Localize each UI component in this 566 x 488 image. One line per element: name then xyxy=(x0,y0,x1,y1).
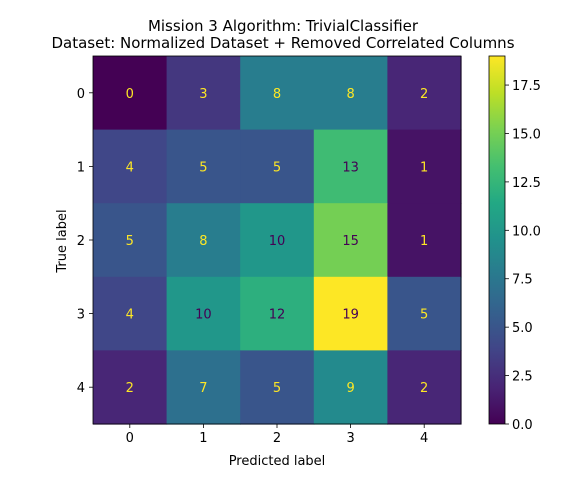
colorbar-tick-label: 7.5 xyxy=(512,273,533,288)
cell-value-label: 3 xyxy=(199,87,207,102)
heatmap-cell xyxy=(387,56,462,131)
x-tick-label: 2 xyxy=(273,431,281,446)
heatmap-cell xyxy=(313,350,388,425)
cell-value-label: 5 xyxy=(420,308,428,323)
x-axis-label: Predicted label xyxy=(229,454,326,469)
colorbar-tick-label: 2.5 xyxy=(512,370,533,385)
cell-value-label: 5 xyxy=(273,160,281,175)
colorbar: 0.0 2.5 5.0 7.5 10.0 12.5 15.0 17.5 xyxy=(488,55,541,433)
heatmap-cell xyxy=(387,203,462,278)
heatmap-cell xyxy=(313,276,388,351)
heatmap-cell xyxy=(166,276,241,351)
cell-value-label: 5 xyxy=(199,160,207,175)
cell-value-label: 8 xyxy=(199,234,207,249)
y-tick-label: 0 xyxy=(77,87,85,102)
heatmap-cell xyxy=(166,203,241,278)
cell-value-label: 2 xyxy=(420,381,428,396)
cell-value-label: 13 xyxy=(342,160,359,175)
heatmap-cell xyxy=(240,56,315,131)
heatmap-cell xyxy=(166,129,241,204)
heatmap-cell xyxy=(387,276,462,351)
heatmap-cell xyxy=(93,203,168,278)
heatmap-cell xyxy=(313,129,388,204)
heatmap-cell xyxy=(240,276,315,351)
cell-value-label: 9 xyxy=(346,381,354,396)
y-axis-label: True label xyxy=(55,209,70,273)
heatmap-cell xyxy=(240,203,315,278)
chart-subtitle: Dataset: Normalized Dataset + Removed Co… xyxy=(51,34,515,52)
cell-value-label: 4 xyxy=(126,160,134,175)
heatmap-cell xyxy=(387,350,462,425)
y-tick-label: 4 xyxy=(77,381,85,396)
chart-title: Mission 3 Algorithm: TrivialClassifier xyxy=(147,17,419,35)
x-tick-label: 0 xyxy=(126,431,134,446)
x-tick-label: 1 xyxy=(199,431,207,446)
colorbar-tick-label: 0.0 xyxy=(512,418,533,433)
colorbar-tick-label: 10.0 xyxy=(512,224,541,239)
heatmap-cell xyxy=(166,350,241,425)
heatmap-cell xyxy=(93,129,168,204)
heatmap-cell xyxy=(313,56,388,131)
cell-value-label: 15 xyxy=(342,234,359,249)
cell-value-label: 1 xyxy=(420,234,428,249)
cell-value-label: 5 xyxy=(273,381,281,396)
colorbar-frame xyxy=(488,55,506,425)
cell-value-labels: 0 3 8 8 24 5 5 13 15 8 10 15 14 10 12 19 52 7 5 9 2 xyxy=(126,87,429,396)
cell-value-label: 12 xyxy=(269,308,286,323)
cell-value-label: 2 xyxy=(420,87,428,102)
cell-value-label: 0 xyxy=(126,87,134,102)
colorbar-gradient xyxy=(489,56,505,424)
y-tick-label: 2 xyxy=(77,234,85,249)
heatmap-cell xyxy=(240,350,315,425)
heatmap-cell xyxy=(93,276,168,351)
cell-value-label: 1 xyxy=(420,160,428,175)
cell-value-label: 4 xyxy=(126,308,134,323)
colorbar-tick-label: 12.5 xyxy=(512,176,541,191)
heatmap-cell xyxy=(240,129,315,204)
cell-value-label: 5 xyxy=(126,234,134,249)
cell-value-label: 8 xyxy=(346,87,354,102)
cell-value-label: 10 xyxy=(195,308,212,323)
heatmap-cells xyxy=(93,56,462,425)
heatmap-cell xyxy=(166,56,241,131)
cell-value-label: 10 xyxy=(269,234,286,249)
heatmap-cell xyxy=(93,350,168,425)
x-tick-label: 3 xyxy=(346,431,354,446)
heatmap-cell xyxy=(387,129,462,204)
cell-value-label: 7 xyxy=(199,381,207,396)
cell-value-label: 8 xyxy=(273,87,281,102)
heatmap-cell xyxy=(313,203,388,278)
y-tick-label: 1 xyxy=(77,160,85,175)
heatmap-cell xyxy=(93,56,168,131)
cell-value-label: 2 xyxy=(126,381,134,396)
y-tick-label: 3 xyxy=(77,308,85,323)
x-tick-label: 4 xyxy=(420,431,428,446)
colorbar-tick-label: 15.0 xyxy=(512,127,541,142)
colorbar-tick-label: 17.5 xyxy=(512,79,541,94)
colorbar-tick-label: 5.0 xyxy=(512,321,533,336)
cell-value-label: 19 xyxy=(342,308,359,323)
